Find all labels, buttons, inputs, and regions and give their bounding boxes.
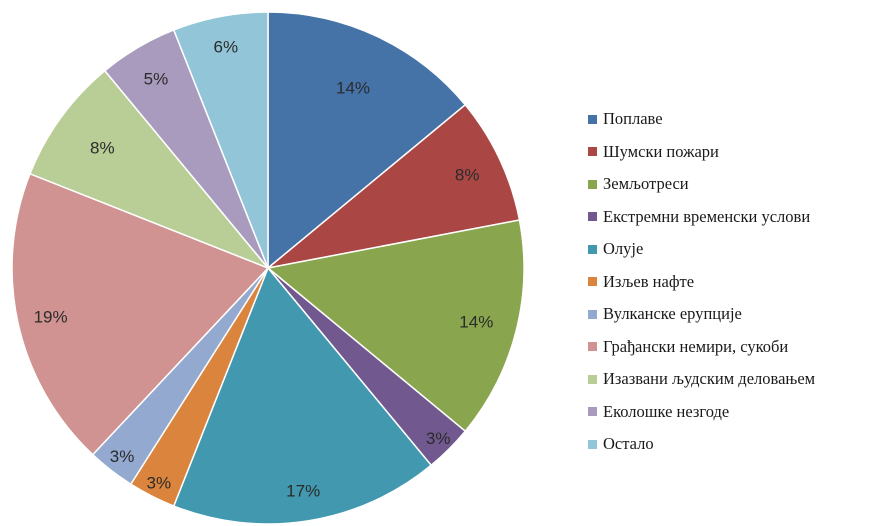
pie-slice (11, 172, 270, 456)
legend-swatch (588, 407, 597, 417)
legend-item: Изљев нафте (588, 266, 885, 299)
legend-swatch (588, 244, 597, 254)
legend-item: Екстремни временски услови (588, 201, 885, 234)
legend-item: Изазвани људским деловањем (588, 363, 885, 396)
pie-data-label: 3% (110, 447, 135, 466)
pie-data-label: 5% (144, 70, 169, 89)
pie-data-label: 3% (147, 473, 172, 492)
legend-label: Земљотреси (603, 174, 689, 194)
legend-swatch (588, 342, 597, 352)
pie-slices (11, 11, 525, 525)
legend-label: Вулканске ерупције (603, 304, 742, 324)
legend-item: Шумски пожари (588, 136, 885, 169)
legend-label: Изазвани људским деловањем (603, 369, 816, 389)
pie-data-labels: 14% 8% 14% 3% 17% 3% 3% 19% 8% 5% 6% (34, 38, 494, 501)
legend-swatch (588, 439, 597, 449)
legend-swatch (588, 309, 597, 319)
pie-slice (172, 11, 269, 269)
legend-item: Грађански немири, сукоби (588, 331, 885, 364)
legend-label: Изљев нафте (603, 271, 695, 291)
pie-data-label: 3% (426, 429, 451, 448)
legend-item: Олује (588, 233, 885, 266)
legend-label: Екстремни временски услови (603, 206, 811, 226)
legend-item: Поплаве (588, 103, 885, 136)
legend-swatch (588, 179, 597, 189)
legend-swatch (588, 374, 597, 384)
pie-data-label: 6% (214, 38, 239, 57)
pie-chart: 14% 8% 14% 3% 17% 3% 3% 19% 8% 5% 6% (11, 11, 525, 525)
pie-data-label: 14% (336, 78, 370, 97)
pie-data-label: 8% (455, 165, 480, 184)
pie-slice (29, 69, 269, 269)
pie-slice (266, 219, 525, 433)
legend-label: Олује (603, 239, 644, 259)
legend-label: Еколошке незгоде (603, 401, 730, 421)
legend-label: Поплаве (603, 109, 663, 129)
legend-swatch (588, 212, 597, 222)
pie-data-label: 19% (34, 308, 68, 327)
pie-data-label: 8% (90, 139, 115, 158)
pie-slice (267, 103, 521, 269)
legend-swatch (588, 147, 597, 157)
legend-item: Вулканске ерупције (588, 298, 885, 331)
pie-slice (267, 11, 467, 270)
legend-swatch (588, 277, 597, 287)
legend-swatch (588, 114, 597, 124)
legend-label: Шумски пожари (603, 141, 719, 161)
pie-slice (172, 266, 433, 525)
pie-data-label: 14% (459, 313, 493, 332)
chart-legend: Поплаве Шумски пожари Земљотреси Екстремни … (588, 103, 885, 461)
pie-data-label: 17% (286, 482, 320, 501)
legend-label: Остало (603, 434, 654, 454)
legend-item: Земљотреси (588, 168, 885, 201)
legend-item: Еколошке незгоде (588, 396, 885, 429)
legend-label: Грађански немири, сукоби (603, 336, 789, 356)
legend-item: Остало (588, 428, 885, 461)
